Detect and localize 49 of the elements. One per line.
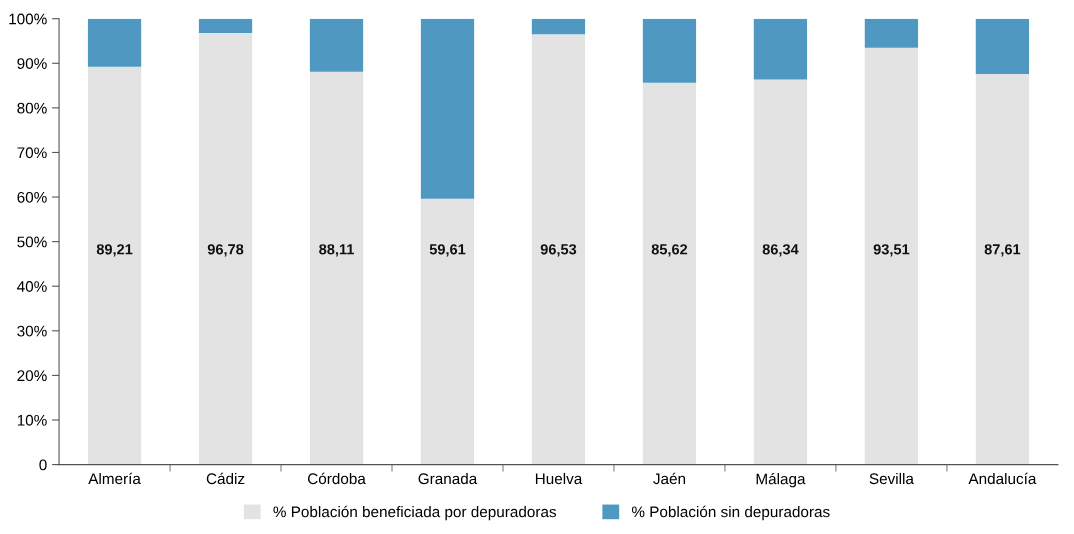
y-tick-label: 80%	[17, 102, 47, 114]
bar	[975, 73, 1030, 465]
x-tick-label: Jaén	[653, 472, 686, 485]
y-tick-label: 0	[39, 459, 47, 471]
bar	[642, 18, 697, 83]
y-tick-label: 10%	[17, 414, 47, 426]
bar	[309, 18, 364, 72]
y-tick-label: 30%	[17, 325, 47, 337]
bar	[87, 18, 142, 67]
data-label: 86,34	[762, 244, 799, 257]
bar	[198, 18, 253, 34]
y-tick-label: 60%	[17, 191, 47, 203]
x-tick-label: Granada	[418, 472, 478, 485]
data-label: 87,61	[984, 244, 1021, 257]
bar	[198, 33, 253, 465]
x-tick-label: Málaga	[756, 472, 806, 488]
x-tick-label: Huelva	[535, 472, 583, 485]
bar	[531, 34, 586, 465]
bar	[753, 79, 808, 465]
y-tick-label: 40%	[17, 281, 47, 292]
data-label: 59,61	[429, 244, 466, 257]
bar	[420, 18, 475, 199]
data-label: 89,21	[96, 244, 133, 257]
y-tick-label: 90%	[17, 58, 47, 69]
x-tick-label: Sevilla	[869, 472, 914, 485]
bar	[87, 66, 142, 465]
bar	[753, 18, 808, 80]
data-label: 85,62	[651, 244, 688, 257]
x-tick-label: Córdoba	[308, 472, 366, 485]
x-tick-label: Cádiz	[206, 472, 245, 485]
bar	[864, 47, 919, 465]
bar	[975, 18, 1030, 74]
y-tick-label: 20%	[17, 370, 47, 382]
bar	[309, 71, 364, 465]
bar	[420, 198, 475, 465]
data-label: 93,51	[873, 244, 910, 257]
data-label: 96,53	[540, 244, 577, 257]
x-tick-label: Andalucía	[968, 472, 1037, 485]
legend-label: % Población beneficiada por depuradoras	[273, 505, 557, 521]
bar	[864, 18, 919, 48]
legend-label: % Población sin depuradoras	[631, 505, 830, 521]
y-tick-label: 70%	[17, 147, 47, 159]
x-tick-label: Almería	[88, 472, 141, 485]
y-tick-label: 50%	[17, 236, 47, 248]
y-tick-label: 100%	[9, 13, 47, 25]
data-label: 88,11	[319, 244, 354, 257]
bar	[642, 82, 697, 465]
bar	[531, 18, 586, 35]
data-label: 96,78	[207, 244, 244, 257]
